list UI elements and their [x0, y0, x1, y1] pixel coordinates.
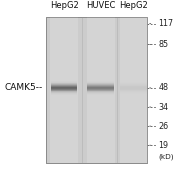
Text: HepG2: HepG2 — [119, 1, 148, 10]
Bar — [87, 85, 114, 86]
Bar — [120, 83, 147, 84]
Bar — [87, 91, 114, 92]
Text: (kD): (kD) — [158, 153, 174, 160]
Bar — [120, 84, 147, 85]
Bar — [87, 93, 114, 94]
Bar — [51, 83, 77, 84]
Bar — [120, 89, 147, 90]
Bar — [120, 90, 147, 91]
Bar — [120, 81, 147, 82]
Bar — [51, 91, 77, 92]
Bar — [51, 89, 77, 90]
Bar — [51, 93, 77, 94]
Text: 48: 48 — [158, 83, 168, 92]
Bar — [87, 89, 114, 90]
Text: HepG2: HepG2 — [50, 1, 78, 10]
Bar — [120, 92, 147, 93]
Bar — [87, 92, 114, 93]
Bar — [87, 82, 114, 83]
Text: 117: 117 — [158, 19, 174, 28]
Bar — [120, 17, 148, 163]
Text: 26: 26 — [158, 122, 169, 131]
Text: 19: 19 — [158, 141, 169, 150]
Bar — [51, 90, 77, 91]
Bar — [87, 87, 114, 88]
Text: 34: 34 — [158, 103, 168, 112]
Bar — [87, 88, 114, 89]
Bar — [51, 82, 77, 83]
Bar — [87, 83, 114, 84]
Text: CAMK5--: CAMK5-- — [4, 83, 43, 92]
Bar — [51, 87, 77, 88]
Bar — [51, 92, 77, 93]
Bar — [87, 81, 114, 82]
Bar — [120, 85, 147, 86]
Bar — [51, 88, 77, 89]
Bar — [120, 86, 147, 87]
Bar — [51, 86, 77, 87]
Bar — [51, 84, 77, 85]
Bar — [87, 84, 114, 85]
Bar — [87, 90, 114, 91]
Bar — [120, 82, 147, 83]
Bar — [120, 88, 147, 89]
Bar — [120, 91, 147, 92]
Bar — [87, 86, 114, 87]
Text: HUVEC: HUVEC — [86, 1, 115, 10]
Bar — [46, 17, 147, 163]
Bar — [120, 87, 147, 88]
Bar — [46, 17, 147, 163]
Bar — [120, 93, 147, 94]
Bar — [87, 17, 115, 163]
Bar — [51, 81, 77, 82]
Text: 85: 85 — [158, 40, 169, 49]
Bar — [51, 85, 77, 86]
Bar — [50, 17, 78, 163]
